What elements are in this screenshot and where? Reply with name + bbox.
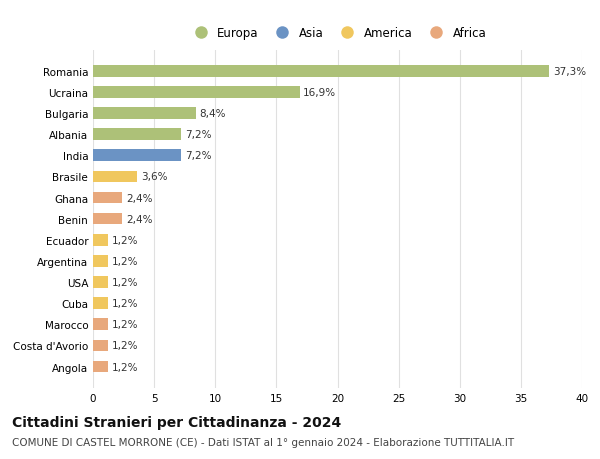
Text: 2,4%: 2,4%	[126, 214, 152, 224]
Text: 16,9%: 16,9%	[303, 88, 337, 98]
Text: 1,2%: 1,2%	[112, 235, 138, 245]
Text: 1,2%: 1,2%	[112, 341, 138, 351]
Text: 2,4%: 2,4%	[126, 193, 152, 203]
Text: 3,6%: 3,6%	[140, 172, 167, 182]
Bar	[93, 192, 122, 204]
Bar	[93, 66, 549, 78]
Bar	[93, 108, 196, 120]
Text: 1,2%: 1,2%	[112, 362, 138, 372]
Text: 7,2%: 7,2%	[185, 151, 211, 161]
Bar	[93, 298, 107, 309]
Bar	[93, 171, 137, 183]
Text: 8,4%: 8,4%	[199, 109, 226, 119]
Bar	[93, 235, 107, 246]
Bar	[93, 277, 107, 288]
Bar	[93, 87, 299, 99]
Bar	[93, 319, 107, 330]
Text: 1,2%: 1,2%	[112, 256, 138, 266]
Text: Cittadini Stranieri per Cittadinanza - 2024: Cittadini Stranieri per Cittadinanza - 2…	[12, 415, 341, 429]
Text: 7,2%: 7,2%	[185, 130, 211, 140]
Bar	[93, 256, 107, 267]
Text: 1,2%: 1,2%	[112, 298, 138, 308]
Bar	[93, 361, 107, 373]
Text: 37,3%: 37,3%	[553, 67, 586, 77]
Text: COMUNE DI CASTEL MORRONE (CE) - Dati ISTAT al 1° gennaio 2024 - Elaborazione TUT: COMUNE DI CASTEL MORRONE (CE) - Dati IST…	[12, 437, 514, 447]
Text: 1,2%: 1,2%	[112, 277, 138, 287]
Bar	[93, 150, 181, 162]
Bar	[93, 340, 107, 352]
Bar	[93, 129, 181, 140]
Text: 1,2%: 1,2%	[112, 319, 138, 330]
Bar	[93, 213, 122, 225]
Legend: Europa, Asia, America, Africa: Europa, Asia, America, Africa	[184, 22, 491, 45]
